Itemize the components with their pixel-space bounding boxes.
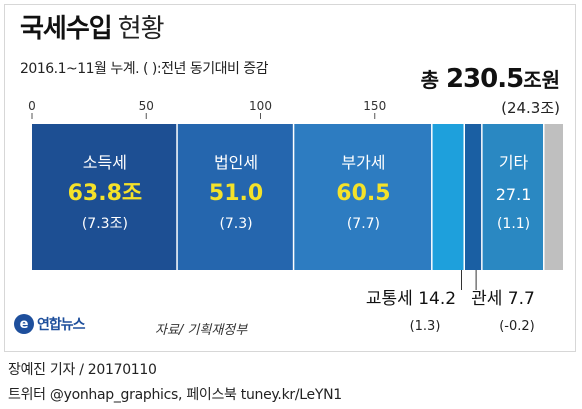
segment-label: 기타 [499,153,529,172]
yonhap-logo-icon: e [14,314,34,334]
credit-social: 트위터 @yonhap_graphics, 페이스북 tuney.kr/LeYN… [8,387,342,403]
segment-value: 63.8조 [68,181,143,206]
total-change: (24.3조) [501,99,560,117]
callout-change: (1.3) [410,319,441,334]
total-prefix: 총 [420,68,439,92]
bar-segment [432,124,464,270]
bar-segment [482,124,544,270]
yonhap-logo: e 연합뉴스 [14,314,86,334]
logo-text: 연합뉴스 [37,317,86,333]
page-title: 국세수입 현황 [20,8,165,45]
segment-value: 51.0 [209,181,263,206]
segment-change: (7.7) [347,216,380,232]
bar-remainder [544,124,563,270]
callout-label: 교통세 14.2 [366,289,456,309]
segment-change: (7.3) [219,216,252,232]
bar-segment [294,124,432,270]
segment-change: (7.3조) [82,216,128,232]
callout-change: (-0.2) [499,319,535,334]
segment-label: 법인세 [214,153,258,172]
axis-tick-label: 100 [249,99,272,113]
credit-reporter: 장예진 기자 / 20170110 [8,362,157,378]
segment-value: 60.5 [336,181,390,206]
total-revenue: 총 230.5조원 [421,64,560,94]
segment-label: 부가세 [341,153,385,172]
chart-subtitle: 2016.1~11월 누계. ( ):전년 동기대비 증감 [20,61,269,77]
segment-value: 27.1 [496,185,532,204]
title-bold: 국세수입 [20,14,113,44]
axis-tick-label: 150 [363,99,386,113]
total-value: 230.5 [445,64,524,94]
data-source: 자료/ 기획재정부 [155,323,248,338]
segment-change: (1.1) [497,216,530,232]
bar-segment [32,124,177,270]
axis-tick-label: 50 [139,99,154,113]
segment-label: 소득세 [83,153,127,172]
bar-segment [465,124,482,270]
callout-label: 관세 7.7 [471,289,535,309]
total-unit: 조원 [523,68,560,92]
bar-segment [177,124,293,270]
title-light: 현황 [117,14,165,44]
axis-tick-label: 0 [28,99,36,113]
